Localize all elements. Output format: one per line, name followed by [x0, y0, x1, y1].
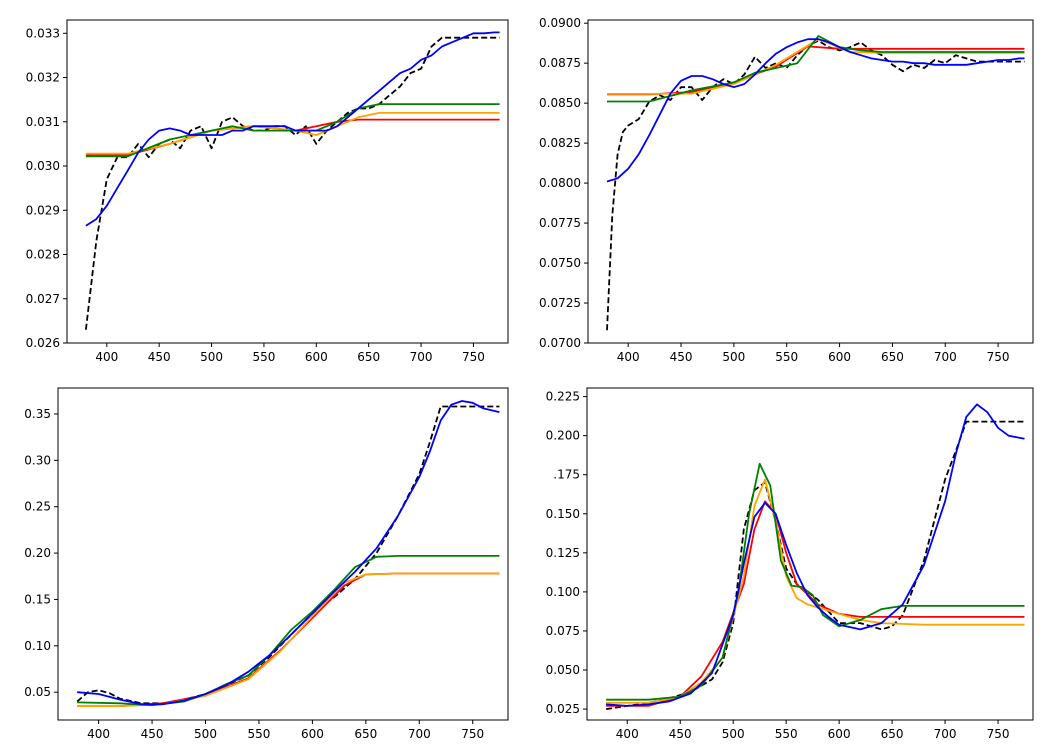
series-line-fit_blue: [606, 38, 1025, 183]
series-line-fit_green: [607, 35, 1025, 103]
y-tick-label: 0.031: [26, 115, 60, 129]
y-tick-label: 0.0750: [539, 256, 581, 270]
x-tick-label: 750: [987, 350, 1010, 364]
y-tick-label: 0.028: [26, 248, 60, 262]
y-tick-label: 0.033: [26, 26, 60, 40]
y-tick-label: 0.0775: [539, 216, 581, 230]
series-line-fit_blue: [77, 400, 500, 706]
series-line-fit_red: [77, 572, 500, 707]
series-line-measured: [85, 36, 500, 330]
x-tick-label: 550: [247, 727, 270, 741]
x-tick-label: 750: [462, 350, 485, 364]
axes-frame: [587, 19, 1034, 344]
y-tick-label: 0.029: [26, 203, 60, 217]
axes-frame: [66, 19, 509, 344]
y-tick-label: 0.050: [546, 663, 580, 677]
chart-panel-1: 400 450 500 550 600 650 700 750 0.026 0.027 0.028 0…: [26, 19, 509, 364]
y-tick-label: 0.35: [24, 407, 51, 421]
x-tick-label: 750: [461, 727, 484, 741]
x-tick-label: 450: [148, 350, 171, 364]
x-tick-label: 550: [775, 350, 798, 364]
y-tick-label: 0.0825: [539, 136, 581, 150]
y-tick-label: 0.025: [546, 702, 580, 716]
x-tick-label: 500: [200, 350, 223, 364]
x-tick-label: 600: [828, 350, 851, 364]
x-tick-label: 700: [934, 350, 957, 364]
x-tick-label: 450: [141, 727, 164, 741]
x-tick-label: 600: [828, 727, 851, 741]
series-line-measured: [606, 39, 1025, 331]
y-tick-label: 0.0725: [539, 296, 581, 310]
y-tick-label: 0.100: [546, 585, 580, 599]
x-tick-label: 750: [987, 727, 1010, 741]
x-tick-label: 450: [669, 727, 692, 741]
series-line-fit_orange: [606, 478, 1025, 704]
x-tick-label: 600: [305, 350, 328, 364]
y-tick-label: 0.05: [24, 685, 51, 699]
y-tick-label: 0.225: [546, 390, 580, 404]
x-tick-label: 500: [722, 350, 745, 364]
x-tick-label: 650: [881, 727, 904, 741]
y-tick-label: 0.0875: [539, 56, 581, 70]
y-tick-label: 0.075: [546, 624, 580, 638]
y-tick-label: 0.150: [546, 507, 580, 521]
chart-panel-4: 400 450 500 550 600 650 700 750 0.025 0.050 0.075 0…: [546, 387, 1034, 741]
y-tick-label: 0.0900: [539, 16, 581, 30]
x-tick-label: 650: [354, 727, 377, 741]
x-tick-label: 400: [95, 350, 118, 364]
chart-panel-3: 400 450 500 550 600 650 700 750 0.05 0.10 0.15 0.20…: [24, 387, 509, 741]
y-tick-label: 0.032: [26, 71, 60, 85]
y-tick-label: 0.30: [24, 453, 51, 467]
y-tick-label: 0.0700: [539, 336, 581, 350]
x-tick-label: 650: [881, 350, 904, 364]
y-tick-label: 0.026: [26, 336, 60, 350]
y-tick-label: 0.20: [24, 546, 51, 560]
series-line-fit_green: [77, 555, 500, 707]
x-tick-label: 550: [775, 727, 798, 741]
series-line-fit_blue: [85, 31, 500, 227]
x-tick-label: 500: [722, 727, 745, 741]
y-tick-label: 0.25: [24, 500, 51, 514]
x-tick-label: 700: [934, 727, 957, 741]
x-tick-label: 400: [616, 727, 639, 741]
chart-panel-2: 400 450 500 550 600 650 700 750 0.0700 0.0725 0.07…: [539, 16, 1034, 364]
y-tick-label: 0.030: [26, 159, 60, 173]
series-line-fit_blue: [606, 403, 1025, 707]
x-tick-label: 600: [301, 727, 324, 741]
x-tick-label: 500: [194, 727, 217, 741]
y-tick-label: 0.0850: [539, 96, 581, 110]
y-tick-label: 0.0800: [539, 176, 581, 190]
y-tick-label: 0.200: [546, 429, 580, 443]
y-tick-label: 0.10: [24, 639, 51, 653]
series-line-fit_orange: [77, 572, 500, 707]
series-line-measured: [76, 405, 500, 705]
x-tick-label: 400: [87, 727, 110, 741]
y-tick-label: .175: [553, 468, 580, 482]
x-tick-label: 700: [410, 350, 433, 364]
y-tick-label: 0.15: [24, 592, 51, 606]
axes-frame: [57, 387, 509, 721]
x-tick-label: 400: [617, 350, 640, 364]
y-tick-label: 0.027: [26, 292, 60, 306]
axes-frame: [586, 387, 1034, 721]
x-tick-label: 700: [408, 727, 431, 741]
x-tick-label: 650: [357, 350, 380, 364]
series-line-fit_green: [606, 462, 1025, 701]
y-tick-label: 0.125: [546, 546, 580, 560]
x-tick-label: 550: [252, 350, 275, 364]
x-tick-label: 450: [670, 350, 693, 364]
series-line-fit_orange: [85, 112, 500, 155]
series-line-measured: [605, 420, 1025, 710]
